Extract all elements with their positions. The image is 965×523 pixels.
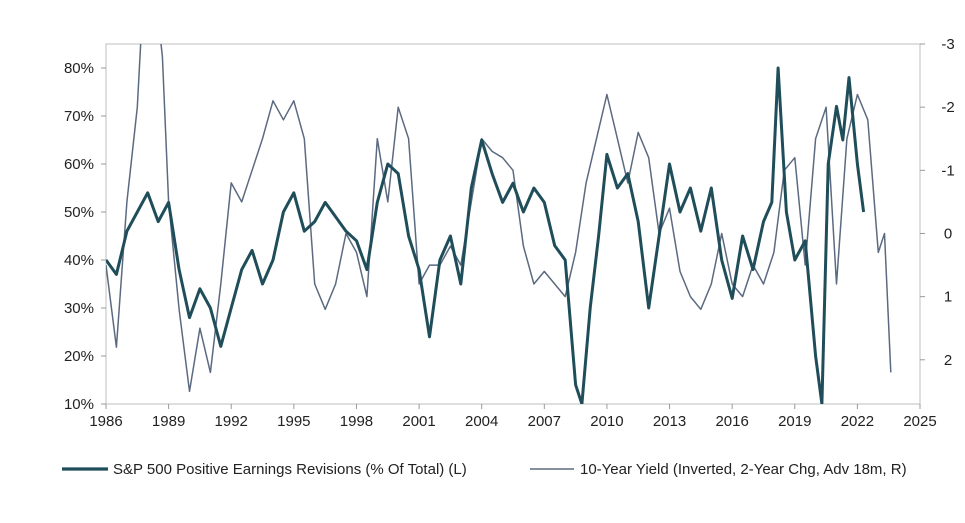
y-left-tick-label: 20% — [64, 348, 94, 365]
x-tick-label: 2025 — [903, 413, 936, 430]
y-left-tick-label: 60% — [64, 156, 94, 173]
y-right-tick-label: -3 — [941, 36, 954, 53]
y-right-tick-label: 1 — [944, 289, 952, 306]
legend-label-10y-yield: 10-Year Yield (Inverted, 2-Year Chg, Adv… — [580, 461, 907, 478]
x-tick-label: 2022 — [841, 413, 874, 430]
x-tick-label: 2013 — [653, 413, 686, 430]
x-tick-label: 2007 — [528, 413, 561, 430]
legend: S&P 500 Positive Earnings Revisions (% O… — [62, 461, 907, 478]
x-tick-label: 1992 — [215, 413, 248, 430]
plot-area — [105, 43, 921, 405]
x-tick-label: 1995 — [277, 413, 310, 430]
x-tick-label: 2001 — [402, 413, 435, 430]
series-layer — [106, 44, 892, 404]
y-left-tick-label: 10% — [64, 396, 94, 413]
x-tick-label: 2016 — [715, 413, 748, 430]
y-left-tick-label: 40% — [64, 252, 94, 269]
x-tick-label: 1989 — [152, 413, 185, 430]
x-tick-label: 2004 — [465, 413, 498, 430]
x-tick-label: 1986 — [89, 413, 122, 430]
y-left-tick-label: 50% — [64, 204, 94, 221]
y-left-tick-label: 80% — [64, 60, 94, 77]
y-left-tick-label: 30% — [64, 300, 94, 317]
y-right-tick-label: 0 — [944, 225, 952, 242]
y-right-tick-label: -1 — [941, 162, 954, 179]
y-right-tick-label: -2 — [941, 99, 954, 116]
y-left-tick-label: 70% — [64, 108, 94, 125]
x-tick-label: 2010 — [590, 413, 623, 430]
y-right-tick-label: 2 — [944, 352, 952, 369]
x-tick-label: 2019 — [778, 413, 811, 430]
series-line-earnings-revisions — [106, 66, 866, 404]
series-line-10y-yield — [106, 44, 892, 393]
legend-label-earnings-revisions: S&P 500 Positive Earnings Revisions (% O… — [113, 461, 467, 478]
tick-layer: 1986 1989 1992 1995 1998 2001 2004 2007 2010 2013… — [64, 36, 955, 430]
x-tick-label: 1998 — [340, 413, 373, 430]
